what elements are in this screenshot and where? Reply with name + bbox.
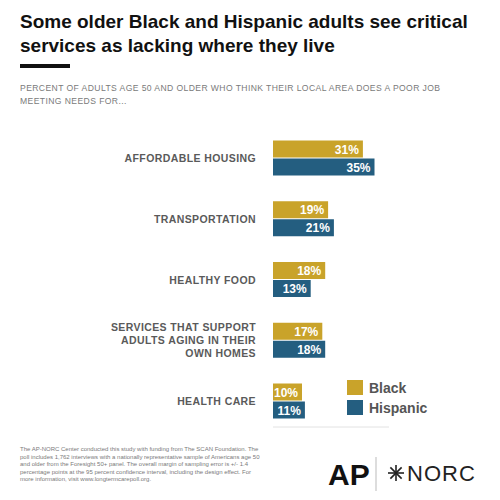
bar xyxy=(273,402,305,419)
category-label: HEALTH CARE xyxy=(177,395,256,407)
data-label: 19% xyxy=(300,203,324,217)
data-label: 18% xyxy=(297,264,321,278)
bar xyxy=(273,280,311,297)
category-label: TRANSPORTATION xyxy=(154,213,256,225)
legend-label: Black xyxy=(369,380,407,396)
category-label: SERVICES THAT SUPPORTADULTS AGING IN THE… xyxy=(111,321,256,359)
subtitle: PERCENT OF ADULTS AGE 50 AND OLDER WHO T… xyxy=(20,82,482,108)
category-label-line: OWN HOMES xyxy=(185,347,256,359)
data-label: 31% xyxy=(335,143,359,157)
data-label: 13% xyxy=(283,282,307,296)
data-label: 21% xyxy=(306,221,330,235)
title: Some older Black and Hispanic adults see… xyxy=(20,10,490,58)
title-rule xyxy=(20,64,70,68)
footnote: The AP-NORC Center conducted this study … xyxy=(20,446,260,484)
logo-asterisk xyxy=(390,467,401,478)
category-label-line: SERVICES THAT SUPPORT xyxy=(111,321,256,333)
category-label-line: AFFORDABLE HOUSING xyxy=(125,152,256,164)
data-label: 35% xyxy=(346,161,370,175)
data-labels: 31% 35% 19% 21% 18% 13% 17% 18% 10% 11% xyxy=(274,143,371,418)
legend-label: Hispanic xyxy=(369,400,428,416)
category-label-line: ADULTS AGING IN THEIR xyxy=(121,334,256,346)
bar xyxy=(273,219,334,236)
bar xyxy=(273,262,325,279)
legend-swatch xyxy=(347,380,363,395)
logo-norc: NORC xyxy=(407,461,476,486)
category-label-line: HEALTHY FOOD xyxy=(169,274,256,286)
bars xyxy=(273,141,375,419)
logos: AP NORC xyxy=(328,457,476,491)
legend: Black Hispanic xyxy=(347,380,428,416)
logo-divider xyxy=(376,457,377,491)
bar xyxy=(273,323,322,340)
bar xyxy=(273,159,375,176)
category-labels: AFFORDABLE HOUSING TRANSPORTATION HEALTHY … xyxy=(111,152,256,407)
chart-svg: 31% 35% 19% 21% 18% 13% 17% 18% 10% 11% AFFORDABLE… xyxy=(0,0,500,500)
data-label: 11% xyxy=(278,404,302,418)
bar xyxy=(273,341,325,358)
bar xyxy=(273,384,302,401)
category-label: HEALTHY FOOD xyxy=(169,274,256,286)
data-label: 10% xyxy=(274,386,298,400)
logo-ap: AP xyxy=(328,458,370,491)
bar xyxy=(273,201,328,218)
category-label: AFFORDABLE HOUSING xyxy=(125,152,256,164)
legend-swatch xyxy=(347,400,363,415)
data-label: 18% xyxy=(297,343,321,357)
category-label-line: HEALTH CARE xyxy=(177,395,256,407)
bar xyxy=(273,141,363,158)
category-label-line: TRANSPORTATION xyxy=(154,213,256,225)
data-label: 17% xyxy=(294,325,318,339)
chart-root: Some older Black and Hispanic adults see… xyxy=(0,0,500,500)
x-axis-line xyxy=(273,427,389,428)
